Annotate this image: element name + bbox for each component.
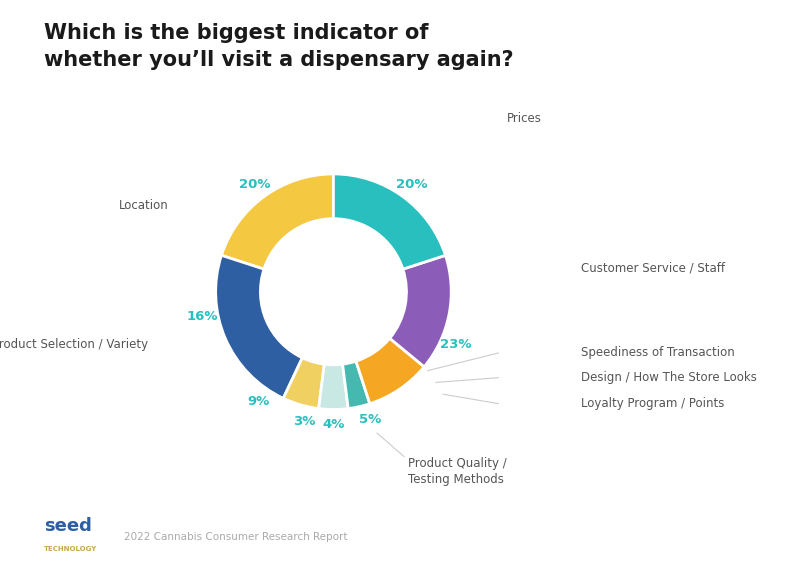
- Wedge shape: [318, 364, 348, 410]
- Text: Design / How The Store Looks: Design / How The Store Looks: [581, 371, 757, 384]
- Text: 16%: 16%: [187, 310, 218, 323]
- Text: seed: seed: [44, 517, 92, 535]
- Wedge shape: [342, 361, 370, 409]
- Wedge shape: [390, 255, 451, 367]
- Text: 9%: 9%: [247, 395, 270, 408]
- Text: 3%: 3%: [294, 415, 315, 428]
- Text: 20%: 20%: [239, 178, 271, 191]
- Text: 5%: 5%: [359, 413, 382, 426]
- Text: 23%: 23%: [440, 338, 471, 351]
- Text: 2022 Cannabis Consumer Research Report: 2022 Cannabis Consumer Research Report: [124, 532, 347, 542]
- Text: 20%: 20%: [396, 178, 427, 191]
- Text: Location: Location: [118, 199, 169, 212]
- Text: Product Quality /
Testing Methods: Product Quality / Testing Methods: [408, 457, 506, 486]
- Wedge shape: [356, 338, 424, 404]
- Text: 4%: 4%: [322, 418, 345, 431]
- Wedge shape: [283, 358, 324, 409]
- Text: Loyalty Program / Points: Loyalty Program / Points: [581, 397, 724, 410]
- Wedge shape: [334, 174, 446, 269]
- Text: Product Selection / Variety: Product Selection / Variety: [0, 338, 149, 351]
- Wedge shape: [216, 255, 302, 398]
- Wedge shape: [222, 174, 334, 269]
- Text: TECHNOLOGY: TECHNOLOGY: [44, 546, 98, 552]
- Text: Speediness of Transaction: Speediness of Transaction: [581, 346, 734, 359]
- Text: Prices: Prices: [506, 112, 542, 125]
- Text: Which is the biggest indicator of
whether you’ll visit a dispensary again?: Which is the biggest indicator of whethe…: [44, 23, 514, 70]
- Text: Customer Service / Staff: Customer Service / Staff: [581, 261, 725, 275]
